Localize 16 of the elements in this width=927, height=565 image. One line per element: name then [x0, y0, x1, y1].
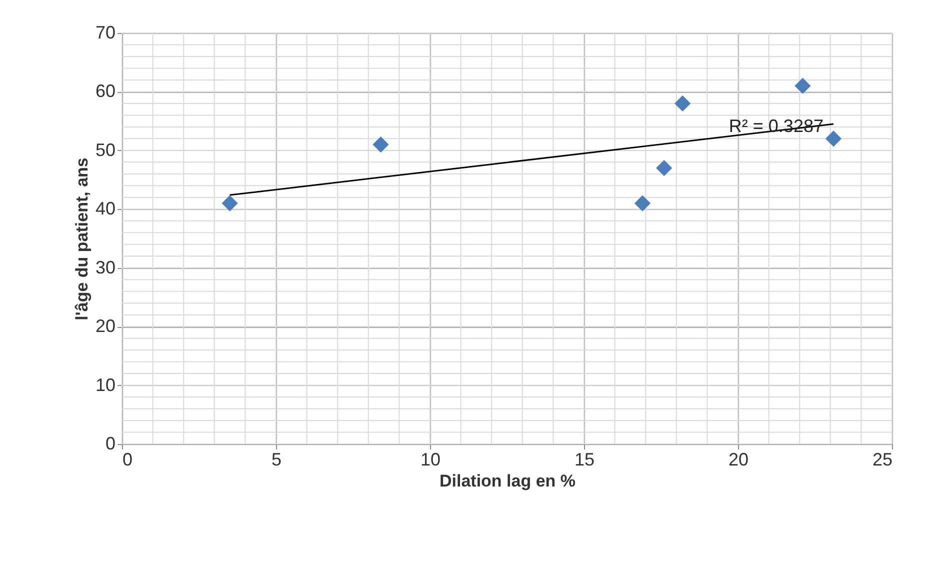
x-tick-label: 0: [122, 450, 133, 470]
y-tick-label: 30: [95, 257, 116, 278]
y-tick-label: 50: [95, 140, 116, 160]
x-axis-title: Dilation lag en %: [439, 472, 576, 490]
x-tick-label: 5: [271, 450, 282, 470]
x-tick-label: 25: [872, 450, 892, 470]
y-tick-label: 10: [95, 374, 116, 395]
y-tick-label: 40: [95, 198, 116, 219]
y-tick-label: 20: [95, 316, 116, 336]
y-tick-label: 0: [105, 434, 116, 454]
x-tick-label: 20: [728, 450, 749, 470]
x-tick-label: 10: [420, 450, 441, 470]
y-axis-title: l'âge du patient, ans: [72, 158, 92, 320]
x-tick-label: 15: [574, 450, 595, 470]
y-tick-label: 70: [95, 22, 116, 42]
y-tick-label: 60: [95, 81, 116, 102]
